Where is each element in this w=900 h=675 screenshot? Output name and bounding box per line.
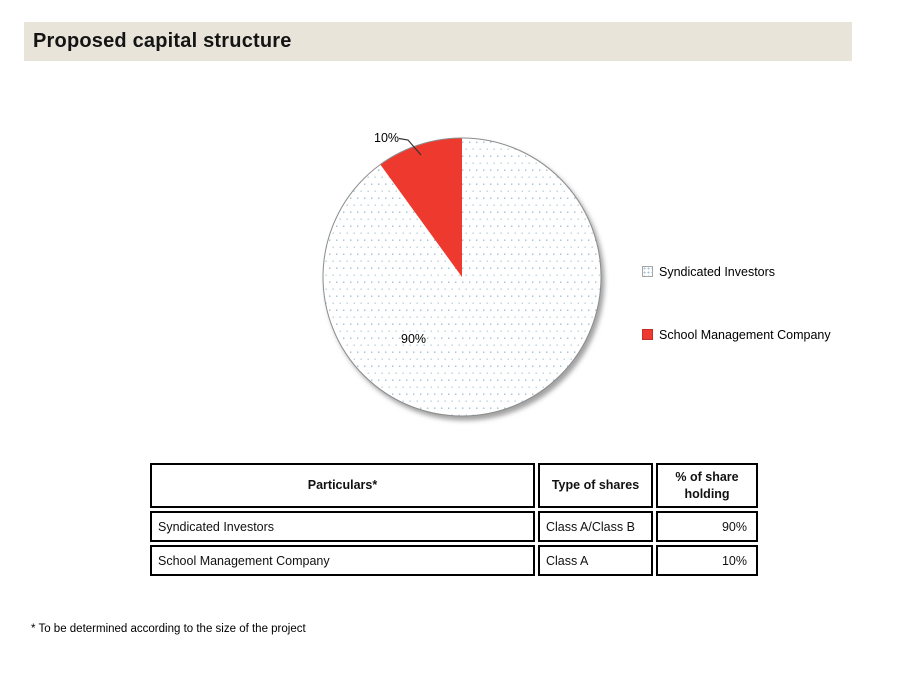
capital-structure-table: Particulars* Type of shares % of share h… xyxy=(147,460,761,579)
legend-dotted-swatch-icon xyxy=(642,266,653,277)
pie-label-10pct: 10% xyxy=(374,131,399,145)
title-bar: Proposed capital structure xyxy=(24,22,852,61)
table-row-syndicated-investors: Syndicated Investors Class A/Class B 90% xyxy=(150,511,758,542)
table-row-school-management: School Management Company Class A 10% xyxy=(150,545,758,576)
cell-share-type: Class A/Class B xyxy=(538,511,653,542)
legend-red-swatch-icon xyxy=(642,329,653,340)
col-header-particulars: Particulars* xyxy=(150,463,535,508)
col-header-type-of-shares: Type of shares xyxy=(538,463,653,508)
col-header-share-holding: % of share holding xyxy=(656,463,758,508)
cell-share-type: Class A xyxy=(538,545,653,576)
pie-leader-line xyxy=(398,137,422,156)
pie-label-90pct: 90% xyxy=(401,332,426,346)
pie-chart-svg: 10% 90% xyxy=(322,131,602,417)
table-header-row: Particulars* Type of shares % of share h… xyxy=(150,463,758,508)
pie-outline xyxy=(322,137,602,417)
pie-slice-school-management xyxy=(380,138,462,277)
cell-particulars: Syndicated Investors xyxy=(150,511,535,542)
legend-item-label: School Management Company xyxy=(659,327,831,342)
capital-structure-table-container: Particulars* Type of shares % of share h… xyxy=(147,460,761,579)
page-title: Proposed capital structure xyxy=(33,30,292,52)
cell-holding-pct: 90% xyxy=(656,511,758,542)
footnote: * To be determined according to the size… xyxy=(31,623,306,635)
cell-particulars: School Management Company xyxy=(150,545,535,576)
legend-item-label: Syndicated Investors xyxy=(659,264,776,279)
legend-item-school-management: School Management Company xyxy=(642,327,831,342)
cell-holding-pct: 10% xyxy=(656,545,758,576)
legend-item-syndicated-investors: Syndicated Investors xyxy=(642,264,776,279)
